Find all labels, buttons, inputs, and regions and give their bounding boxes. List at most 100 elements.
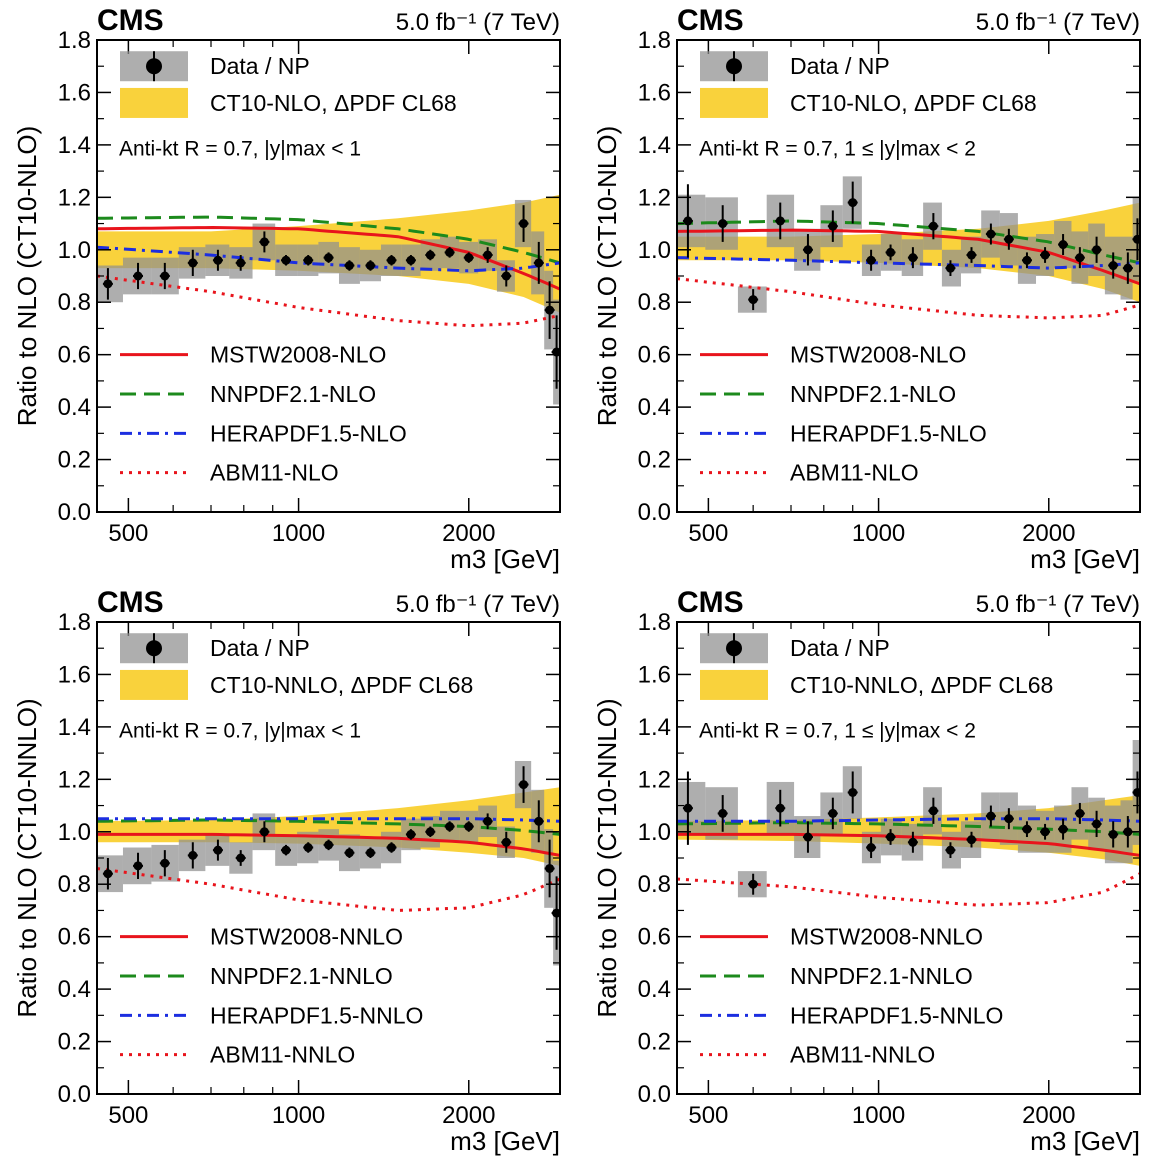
- y-tick-label: 0.0: [58, 499, 91, 526]
- data-point: [445, 822, 455, 832]
- legend-label: ABM11-NLO: [210, 460, 339, 486]
- legend-label: HERAPDF1.5-NNLO: [210, 1002, 423, 1028]
- data-point: [748, 295, 758, 305]
- series-line: [97, 832, 560, 857]
- data-point: [1092, 819, 1102, 829]
- y-tick-label: 1.2: [58, 766, 91, 793]
- series-line: [677, 228, 1140, 286]
- data-point: [966, 250, 976, 260]
- data-point: [281, 845, 291, 855]
- data-point: [1075, 808, 1085, 818]
- data-point: [303, 843, 313, 853]
- y-tick-label: 1.0: [58, 237, 91, 264]
- data-point: [848, 198, 858, 208]
- data-point: [344, 261, 354, 271]
- y-tick-label: 0.0: [58, 1081, 91, 1108]
- y-tick-label: 1.8: [58, 27, 91, 54]
- legend-band-swatch: [120, 669, 188, 700]
- data-point: [803, 832, 813, 842]
- x-tick-label: 500: [688, 520, 728, 547]
- data-point: [1022, 824, 1032, 834]
- data-point: [928, 806, 938, 816]
- legend-label: Data / NP: [210, 53, 310, 79]
- x-axis-label: m3 [GeV]: [450, 1126, 560, 1156]
- y-tick-label: 1.6: [638, 661, 671, 688]
- y-tick-label: 0.8: [58, 289, 91, 316]
- legend-label: MSTW2008-NLO: [790, 342, 966, 368]
- data-point: [1075, 253, 1085, 263]
- plot-area: [97, 194, 560, 405]
- x-axis-label: m3 [GeV]: [1030, 1126, 1140, 1156]
- luminosity-label: 5.0 fb⁻¹ (7 TeV): [976, 9, 1140, 36]
- y-axis-label: Ratio to NLO (CT10-NLO): [12, 126, 42, 427]
- y-tick-label: 0.8: [638, 871, 671, 898]
- y-tick-label: 1.4: [638, 714, 671, 741]
- legend-data-marker: [146, 58, 162, 75]
- data-point: [986, 811, 996, 821]
- data-point: [344, 848, 354, 858]
- data-point: [406, 255, 416, 265]
- data-point: [775, 216, 785, 226]
- y-tick-label: 0.8: [58, 871, 91, 898]
- x-axis-label: m3 [GeV]: [1030, 544, 1140, 574]
- y-tick-label: 1.4: [638, 132, 671, 159]
- data-point: [866, 255, 876, 265]
- experiment-label: CMS: [97, 586, 164, 619]
- pdf-uncertainty-band: [97, 787, 560, 866]
- y-tick-label: 0.4: [58, 976, 91, 1003]
- data-point: [775, 803, 785, 813]
- data-point: [519, 219, 529, 229]
- data-point: [683, 803, 693, 813]
- data-point: [213, 845, 223, 855]
- data-point: [1004, 814, 1014, 824]
- y-tick-label: 0.6: [638, 342, 671, 369]
- data-point: [365, 848, 375, 858]
- x-tick-label: 500: [688, 1102, 728, 1129]
- data-point: [303, 255, 313, 265]
- data-point: [886, 832, 896, 842]
- data-point: [718, 219, 728, 229]
- data-point: [464, 822, 474, 832]
- data-point: [1058, 240, 1068, 250]
- data-point: [1040, 827, 1050, 837]
- y-tick-label: 1.0: [58, 819, 91, 846]
- y-tick-label: 0.2: [638, 447, 671, 474]
- legend-label: CT10-NNLO, ΔPDF CL68: [790, 672, 1053, 698]
- data-point: [534, 816, 544, 826]
- y-tick-label: 1.6: [58, 79, 91, 106]
- luminosity-label: 5.0 fb⁻¹ (7 TeV): [396, 591, 560, 618]
- data-point: [365, 261, 375, 271]
- data-point: [848, 787, 858, 797]
- data-point: [259, 827, 269, 837]
- y-axis-label: Ratio to NLO (CT10-NLO): [592, 126, 622, 427]
- plot-area: [677, 176, 1140, 320]
- data-point: [324, 840, 334, 850]
- data-point: [1040, 250, 1050, 260]
- y-tick-label: 1.8: [638, 609, 671, 636]
- data-point: [1058, 824, 1068, 834]
- data-point: [1108, 829, 1118, 839]
- y-tick-label: 1.6: [638, 79, 671, 106]
- legend-label: MSTW2008-NNLO: [790, 924, 983, 950]
- legend-band-swatch: [700, 87, 768, 118]
- data-point: [406, 829, 416, 839]
- luminosity-label: 5.0 fb⁻¹ (7 TeV): [976, 591, 1140, 618]
- legend-label: HERAPDF1.5-NLO: [210, 420, 407, 446]
- y-tick-label: 1.6: [58, 661, 91, 688]
- x-tick-label: 500: [108, 1102, 148, 1129]
- legend-label: Data / NP: [210, 635, 310, 661]
- data-point: [188, 258, 198, 268]
- legend-label: NNPDF2.1-NLO: [210, 381, 376, 407]
- y-tick-label: 0.4: [58, 394, 91, 421]
- series-line: [97, 245, 560, 273]
- data-point: [160, 271, 170, 281]
- data-point: [945, 263, 955, 273]
- legend-label: HERAPDF1.5-NNLO: [790, 1002, 1003, 1028]
- y-tick-label: 1.4: [58, 132, 91, 159]
- data-point: [828, 221, 838, 231]
- data-point: [483, 816, 493, 826]
- legend-label: MSTW2008-NNLO: [210, 924, 403, 950]
- x-tick-label: 1000: [852, 520, 905, 547]
- data-point: [445, 247, 455, 257]
- data-point: [1108, 261, 1118, 271]
